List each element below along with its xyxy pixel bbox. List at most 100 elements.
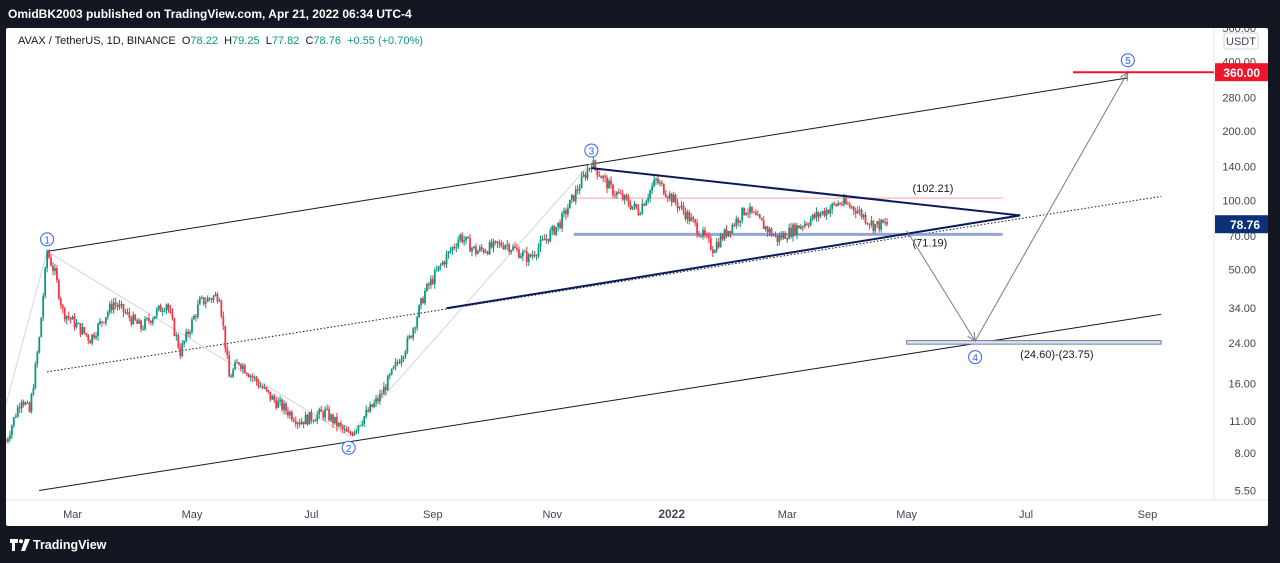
candle-body <box>361 423 364 426</box>
candle-body <box>59 298 62 306</box>
candle-body <box>402 356 405 359</box>
chart-frame[interactable]: 560.00 400.00 280.00 200.00 140.00 100.00 70.0… <box>6 28 1268 526</box>
candle-body <box>112 302 115 311</box>
candle-body <box>756 214 759 216</box>
candle-body <box>835 204 838 206</box>
candle-body <box>841 203 843 205</box>
x-tick-label: May <box>896 509 917 521</box>
candle-body <box>492 240 495 248</box>
candle-body <box>179 347 182 356</box>
candle-body <box>118 304 121 308</box>
candle-body <box>281 399 283 410</box>
candle-body <box>559 222 561 229</box>
candle-body <box>140 320 142 330</box>
candle-body <box>735 218 738 226</box>
candle-body <box>165 304 168 311</box>
candle-body <box>674 194 677 203</box>
x-tick-label: Jul <box>1019 509 1033 521</box>
level-label: (71.19) <box>912 237 947 249</box>
candle-body <box>435 270 438 272</box>
legend-high-label: H <box>224 35 233 47</box>
candle-body <box>132 314 135 325</box>
candle-body <box>332 414 334 424</box>
candle-body <box>206 297 209 302</box>
candle-body <box>52 265 54 271</box>
candle-body <box>334 416 336 424</box>
candle-body <box>48 251 50 258</box>
candle-body <box>610 180 612 185</box>
candle-body <box>719 235 722 248</box>
candle-body <box>283 403 285 410</box>
candle-body <box>320 409 323 412</box>
candle-body <box>102 322 105 324</box>
candle-body <box>580 176 583 188</box>
candle-body <box>69 317 72 320</box>
candle-body <box>210 298 213 301</box>
price-chart[interactable]: 560.00400.00280.00200.00140.00100.0070.0… <box>6 28 1268 526</box>
candle-body <box>543 239 546 241</box>
candle-body <box>245 373 248 375</box>
legend-close: 78.76 <box>313 35 341 47</box>
candle-body <box>868 223 871 225</box>
candle-body <box>711 249 714 253</box>
candle-body <box>799 226 802 229</box>
candle-body <box>498 242 501 244</box>
candle-body <box>367 409 370 412</box>
candle-body <box>592 160 595 169</box>
candle-body <box>163 310 166 312</box>
target-zone-label: (24.60)-(23.75) <box>1020 349 1093 361</box>
candle-body <box>318 409 321 415</box>
candle-body <box>343 428 346 430</box>
candle-body <box>363 416 366 424</box>
candle-body <box>631 206 634 210</box>
candle-body <box>226 348 229 356</box>
candle-body <box>257 381 260 387</box>
candle-body <box>345 428 348 432</box>
triangle-lower-line <box>446 214 1021 310</box>
candle-body <box>823 211 826 216</box>
candle-body <box>441 261 444 265</box>
candle-body <box>682 205 685 212</box>
candle-body <box>774 235 777 237</box>
candle-body <box>314 420 317 422</box>
candle-body <box>50 257 52 266</box>
candle-body <box>101 321 103 323</box>
candle-body <box>341 425 344 430</box>
candle-body <box>14 416 17 418</box>
y-tick-label: 100.00 <box>1222 195 1256 207</box>
candle-body <box>130 317 133 325</box>
candle-body <box>731 224 734 233</box>
candle-body <box>662 183 665 195</box>
candle-body <box>234 362 236 370</box>
candle-body <box>290 412 293 420</box>
candle-body <box>672 194 675 203</box>
candle-body <box>776 235 779 242</box>
candle-body <box>324 409 327 418</box>
footer-bar: TradingView <box>0 528 1280 563</box>
candle-body <box>749 206 751 214</box>
candle-body <box>565 210 567 215</box>
candle-body <box>83 327 86 334</box>
candle-body <box>827 209 830 214</box>
candle-body <box>110 303 113 311</box>
candle-body <box>433 270 436 284</box>
candle-body <box>649 190 652 198</box>
candle-body <box>465 236 467 241</box>
candle-body <box>852 206 855 211</box>
candle-body <box>10 425 13 436</box>
candle-body <box>261 386 264 389</box>
candle-body <box>521 251 524 257</box>
candle-body <box>563 210 565 214</box>
candle-body <box>54 268 56 271</box>
candle-body <box>416 317 419 328</box>
candle-body <box>733 224 736 226</box>
candle-body <box>259 386 262 388</box>
candle-body <box>198 298 201 305</box>
candle-body <box>772 235 775 237</box>
candle-body <box>384 386 387 391</box>
candle-body <box>365 409 368 417</box>
candle-body <box>236 362 238 364</box>
candle-body <box>390 368 393 375</box>
candle-body <box>359 425 362 427</box>
candle-body <box>379 394 381 402</box>
